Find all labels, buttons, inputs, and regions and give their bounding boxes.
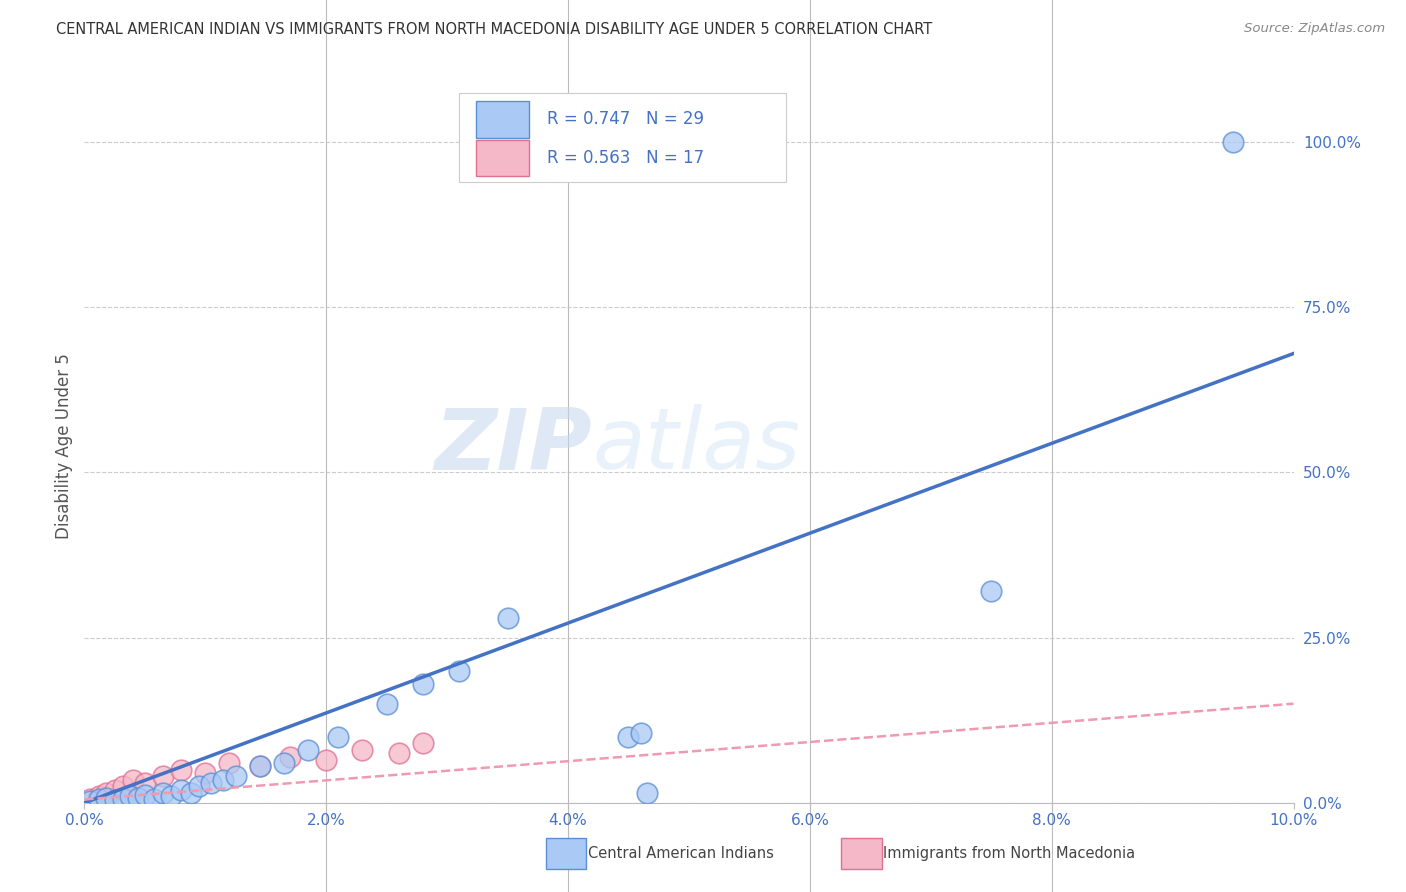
Point — [297, 743, 319, 757]
Text: Central American Indians: Central American Indians — [588, 847, 773, 861]
FancyBboxPatch shape — [477, 140, 529, 176]
Y-axis label: Disability Age Under 5: Disability Age Under 5 — [55, 353, 73, 539]
Text: Source: ZipAtlas.com: Source: ZipAtlas.com — [1244, 22, 1385, 36]
Point — [375, 697, 398, 711]
Point — [87, 792, 110, 806]
Point — [218, 756, 240, 771]
Point — [496, 611, 519, 625]
Point — [273, 756, 295, 771]
Point — [352, 743, 374, 757]
Text: Immigrants from North Macedonia: Immigrants from North Macedonia — [883, 847, 1135, 861]
Point — [225, 769, 247, 783]
Point — [143, 792, 166, 806]
Point — [170, 782, 193, 797]
Text: CENTRAL AMERICAN INDIAN VS IMMIGRANTS FROM NORTH MACEDONIA DISABILITY AGE UNDER : CENTRAL AMERICAN INDIAN VS IMMIGRANTS FR… — [56, 22, 932, 37]
Point — [617, 730, 640, 744]
Point — [212, 772, 235, 787]
Point — [315, 753, 337, 767]
Point — [388, 746, 411, 760]
Text: R = 0.563   N = 17: R = 0.563 N = 17 — [547, 149, 704, 167]
Text: ZIP: ZIP — [434, 404, 592, 488]
Point — [636, 786, 658, 800]
Point — [79, 794, 101, 808]
Point — [152, 786, 174, 800]
Point — [121, 772, 143, 787]
Point — [94, 786, 117, 800]
Point — [278, 749, 301, 764]
Point — [249, 759, 271, 773]
FancyBboxPatch shape — [477, 101, 529, 137]
Point — [112, 792, 135, 806]
Point — [104, 782, 127, 797]
Point — [328, 730, 350, 744]
FancyBboxPatch shape — [460, 93, 786, 182]
Point — [112, 779, 135, 793]
Point — [412, 677, 434, 691]
Point — [120, 789, 142, 804]
Point — [449, 664, 471, 678]
Point — [134, 788, 156, 802]
Point — [134, 776, 156, 790]
Point — [194, 766, 217, 780]
Point — [1222, 135, 1244, 149]
Point — [630, 726, 652, 740]
Point — [87, 789, 110, 804]
Point — [79, 792, 101, 806]
Text: atlas: atlas — [592, 404, 800, 488]
Point — [127, 791, 149, 805]
Point — [980, 584, 1002, 599]
Point — [249, 759, 271, 773]
Point — [188, 779, 211, 793]
Point — [180, 786, 202, 800]
Point — [104, 793, 127, 807]
Point — [160, 789, 183, 804]
Point — [94, 790, 117, 805]
Point — [170, 763, 193, 777]
Text: R = 0.747   N = 29: R = 0.747 N = 29 — [547, 111, 704, 128]
Point — [152, 769, 174, 783]
Point — [412, 736, 434, 750]
Point — [200, 776, 222, 790]
